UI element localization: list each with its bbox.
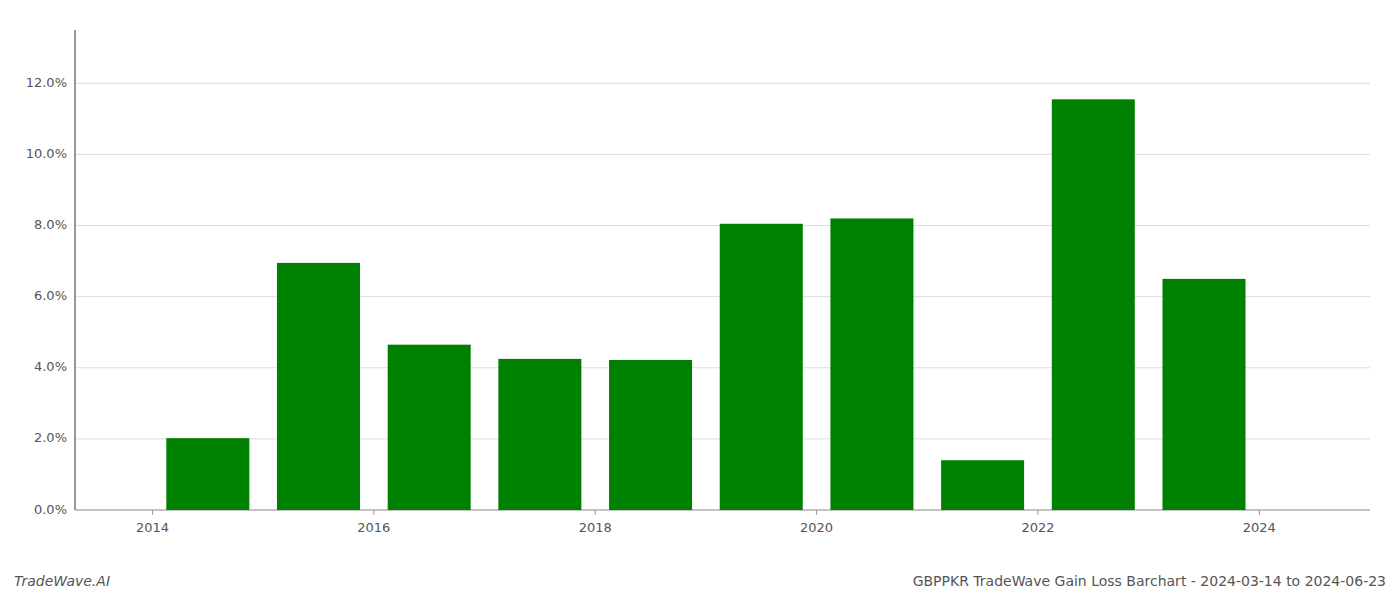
bar <box>388 345 471 510</box>
grid <box>75 83 1370 510</box>
y-tick-label: 0.0% <box>34 502 67 517</box>
y-tick-label: 6.0% <box>34 288 67 303</box>
y-tick-label: 4.0% <box>34 359 67 374</box>
y-axis-line <box>75 30 76 510</box>
grid-line <box>75 83 1370 84</box>
x-tick-label: 2020 <box>800 520 833 535</box>
x-tick <box>816 510 817 515</box>
x-tick-label: 2016 <box>357 520 390 535</box>
x-tick-label: 2022 <box>1021 520 1054 535</box>
x-tick <box>373 510 374 515</box>
bar <box>277 263 360 510</box>
bars <box>166 99 1245 510</box>
x-tick-label: 2014 <box>136 520 169 535</box>
title: GBPPKR TradeWave Gain Loss Barchart - 20… <box>913 573 1386 589</box>
y-tick-label: 2.0% <box>34 430 67 445</box>
y-tick-label: 8.0% <box>34 217 67 232</box>
x-tick <box>152 510 153 515</box>
bar <box>941 460 1024 510</box>
bar <box>1052 99 1135 510</box>
y-tick-label: 12.0% <box>26 75 67 90</box>
x-tick <box>595 510 596 515</box>
axes: 0.0% 2.0% 4.0% 6.0% 8.0% 10.0% 12.0% 2014 2016 20… <box>26 30 1370 535</box>
x-tick <box>1037 510 1038 515</box>
x-tick-label: 2018 <box>579 520 612 535</box>
bar <box>720 224 803 510</box>
chart: 0.0% 2.0% 4.0% 6.0% 8.0% 10.0% 12.0% 2014 2016 20… <box>0 0 1400 600</box>
bar <box>830 218 913 510</box>
grid-line <box>75 154 1370 155</box>
bar <box>498 359 581 510</box>
x-tick <box>1259 510 1260 515</box>
watermark: TradeWave.AI <box>14 573 110 589</box>
bar <box>166 438 249 510</box>
y-tick-label: 10.0% <box>26 146 67 161</box>
bar <box>609 360 692 510</box>
x-tick-label: 2024 <box>1243 520 1276 535</box>
bar <box>1162 279 1245 510</box>
